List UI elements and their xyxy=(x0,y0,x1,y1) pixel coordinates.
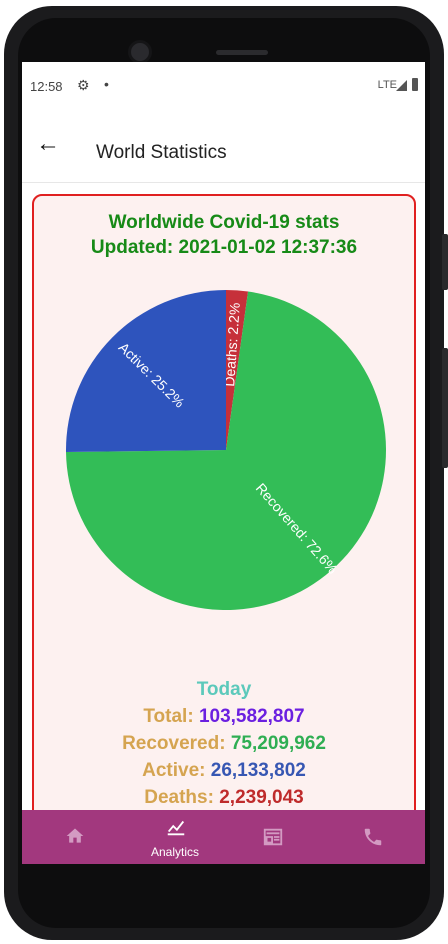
updated-timestamp: Updated: 2021-01-02 12:37:36 xyxy=(90,237,358,258)
earpiece-speaker xyxy=(216,50,268,55)
pie-slice-recovered xyxy=(66,291,387,610)
total-value: 103,582,807 xyxy=(198,706,305,727)
app-screen: 12:58 ⚙ • LTE ← World Statistics Worldwi… xyxy=(22,62,425,864)
recovered-value: 75,209,962 xyxy=(230,733,326,754)
newspaper-icon xyxy=(263,828,283,846)
network-type: LTE xyxy=(377,79,397,91)
page-title: World Statistics xyxy=(96,142,227,163)
today-summary: Today Total: 103,582,807 Recovered: 75,2… xyxy=(34,676,414,811)
active-label: Active: xyxy=(142,760,206,781)
today-heading: Today xyxy=(196,679,252,700)
recovered-label: Recovered: xyxy=(122,733,226,754)
total-row: Total: 103,582,807 xyxy=(34,703,414,730)
volume-button xyxy=(442,348,448,468)
pie-slice-deaths xyxy=(226,290,249,450)
nav-analytics[interactable]: Analytics xyxy=(125,810,225,864)
analytics-icon xyxy=(167,820,185,836)
card-heading: Worldwide Covid-19 stats Updated: 2021-0… xyxy=(34,210,414,260)
app-bar: ← World Statistics xyxy=(22,112,425,183)
nav-contact[interactable] xyxy=(322,810,422,864)
nav-news[interactable] xyxy=(222,810,322,864)
phone-icon xyxy=(364,828,382,846)
battery-icon xyxy=(412,78,418,91)
bottom-navigation: Analytics xyxy=(22,810,425,864)
deaths-row: Deaths: 2,239,043 xyxy=(34,784,414,811)
front-camera xyxy=(128,40,152,64)
gear-icon: ⚙ xyxy=(77,77,90,93)
total-label: Total: xyxy=(143,706,194,727)
status-bar: 12:58 ⚙ • LTE xyxy=(22,62,425,112)
deaths-value: 2,239,043 xyxy=(219,787,304,808)
active-row: Active: 26,133,802 xyxy=(34,757,414,784)
nav-home[interactable] xyxy=(25,810,125,864)
recovered-row: Recovered: 75,209,962 xyxy=(34,730,414,757)
deaths-label: Deaths: xyxy=(144,787,214,808)
power-button xyxy=(442,234,448,290)
home-icon xyxy=(66,828,84,843)
heading-title: Worldwide Covid-19 stats xyxy=(108,212,340,233)
pie-chart: Deaths: 2.2%Recovered: 72.6%Active: 25.2… xyxy=(66,290,387,610)
pie-slice-active xyxy=(66,290,226,453)
nav-analytics-label: Analytics xyxy=(150,845,200,859)
back-arrow-icon[interactable]: ← xyxy=(36,130,60,157)
status-time: 12:58 xyxy=(30,79,63,94)
notification-dot-icon: • xyxy=(104,76,109,92)
pie-label-deaths: Deaths: 2.2% xyxy=(221,302,243,387)
active-value: 26,133,802 xyxy=(210,760,306,781)
stats-card: Worldwide Covid-19 stats Updated: 2021-0… xyxy=(32,194,416,864)
signal-icon xyxy=(396,80,407,91)
